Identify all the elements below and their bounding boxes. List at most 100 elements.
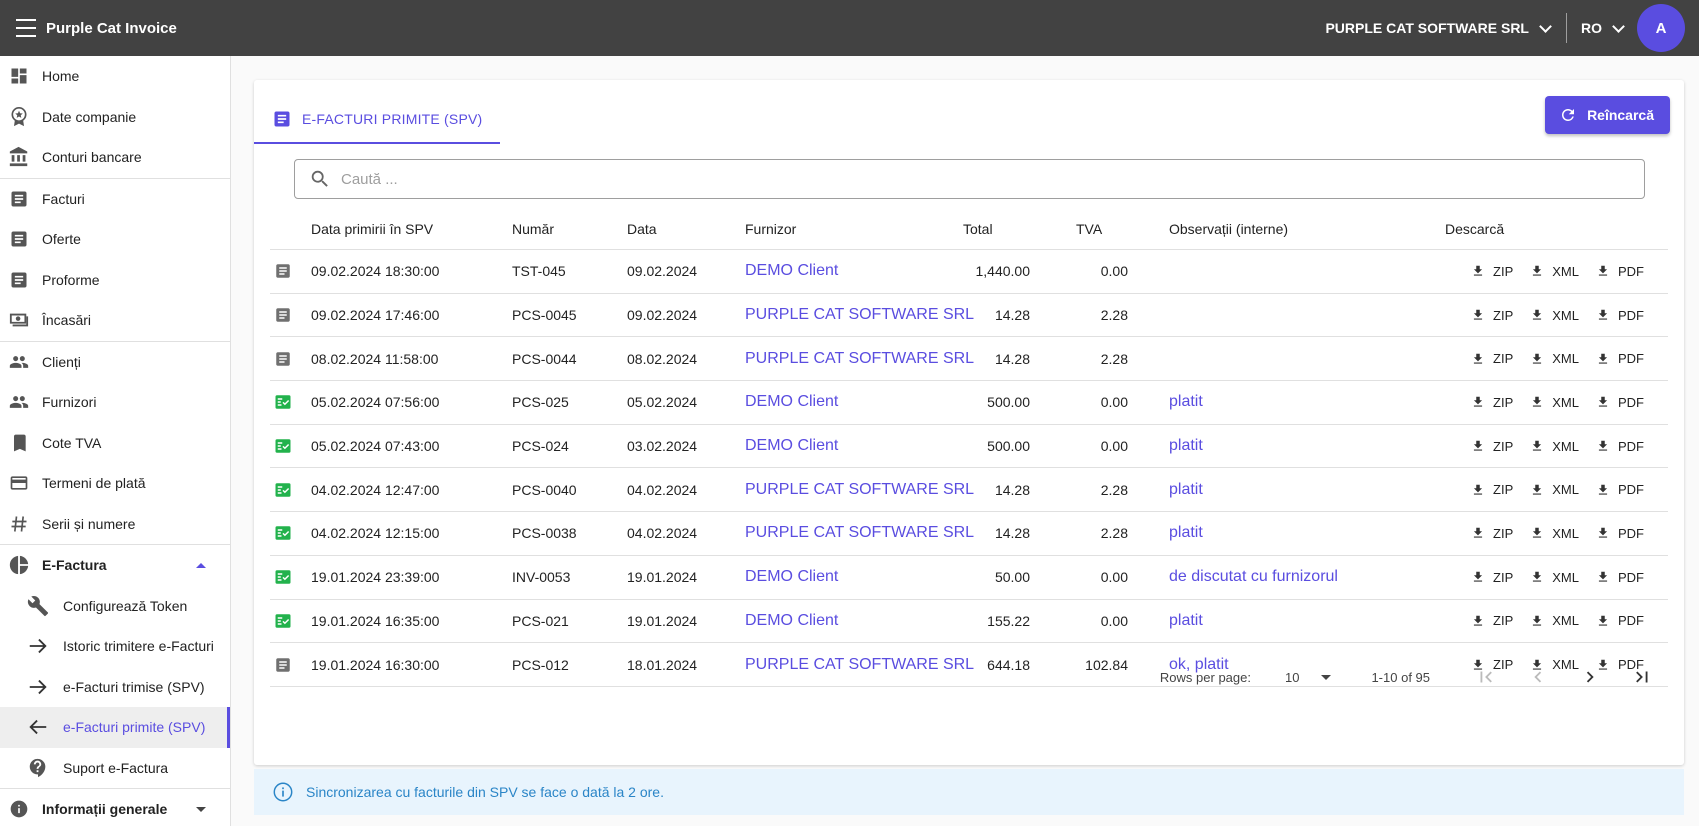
download-pdf-button[interactable]: PDF xyxy=(1596,570,1644,585)
download-pdf-button[interactable]: PDF xyxy=(1596,657,1644,672)
rows-per-page-select[interactable]: 10 xyxy=(1285,670,1332,685)
sidebar-item-configureaza-token[interactable]: Configurează Token xyxy=(0,586,230,627)
download-xml-button[interactable]: XML xyxy=(1530,570,1579,585)
sidebar-item-cote-tva[interactable]: Cote TVA xyxy=(0,423,230,464)
download-xml-button[interactable]: XML xyxy=(1530,439,1579,454)
download-pdf-button[interactable]: PDF xyxy=(1596,351,1644,366)
last-page-button[interactable] xyxy=(1616,657,1668,697)
table-row[interactable]: 09.02.2024 17:46:00 PCS-0045 09.02.2024 PUR… xyxy=(270,294,1668,338)
table-row[interactable]: 19.01.2024 23:39:00 INV-0053 19.01.2024 DEM… xyxy=(270,556,1668,600)
divider xyxy=(1566,13,1567,43)
company-selector[interactable]: PURPLE CAT SOFTWARE SRL xyxy=(1325,19,1562,36)
received-date: 05.02.2024 07:56:00 xyxy=(311,394,440,411)
download-xml-button[interactable]: XML xyxy=(1530,526,1579,541)
sidebar-item-termeni-de-plata[interactable]: Termeni de plată xyxy=(0,463,230,504)
notes-link[interactable]: platit xyxy=(1169,480,1203,498)
supplier-link[interactable]: PURPLE CAT SOFTWARE SRL xyxy=(745,306,975,324)
download-pdf-button[interactable]: PDF xyxy=(1596,395,1644,410)
download-zip-button[interactable]: ZIP xyxy=(1471,395,1513,410)
sidebar-item-home[interactable]: Home xyxy=(0,56,230,97)
table-row[interactable]: 08.02.2024 11:58:00 PCS-0044 08.02.2024 PUR… xyxy=(270,337,1668,382)
supplier-link[interactable]: DEMO Client xyxy=(745,262,839,280)
menu-icon[interactable] xyxy=(16,19,42,37)
column-header[interactable]: Număr xyxy=(512,220,555,237)
sidebar-item-e-facturi-trimise[interactable]: e-Facturi trimise (SPV) xyxy=(0,667,230,708)
invoice-tva: 0.00 xyxy=(1100,438,1128,455)
supplier-link[interactable]: DEMO Client xyxy=(745,568,839,586)
supplier-link[interactable]: PURPLE CAT SOFTWARE SRL xyxy=(745,524,975,542)
reload-button[interactable]: Reîncarcă xyxy=(1545,96,1670,134)
supplier-link[interactable]: PURPLE CAT SOFTWARE SRL xyxy=(745,349,975,367)
download-pdf-button[interactable]: PDF xyxy=(1596,526,1644,541)
sidebar-item-informatii-generale[interactable]: Informații generale xyxy=(0,789,230,826)
sidebar-item-oferte[interactable]: Oferte xyxy=(0,219,230,260)
download-pdf-button[interactable]: PDF xyxy=(1596,439,1644,454)
sidebar-item-serii-si-numere[interactable]: Serii și numere xyxy=(0,504,230,545)
download-xml-button[interactable]: XML xyxy=(1530,308,1579,323)
table-row[interactable]: 09.02.2024 18:30:00 TST-045 09.02.2024 DEMO… xyxy=(270,250,1668,294)
supplier-link[interactable]: DEMO Client xyxy=(745,437,839,455)
column-header[interactable]: Data xyxy=(627,220,657,237)
download-xml-button[interactable]: XML xyxy=(1530,395,1579,410)
sidebar-item-e-factura[interactable]: E-Factura xyxy=(0,545,230,586)
download-zip-button[interactable]: ZIP xyxy=(1471,439,1513,454)
notes-link[interactable]: platit xyxy=(1169,437,1203,455)
notes-link[interactable]: platit xyxy=(1169,611,1203,629)
sidebar-item-facturi[interactable]: Facturi xyxy=(0,179,230,220)
search-input[interactable] xyxy=(341,170,1541,188)
sidebar-item-proforme[interactable]: Proforme xyxy=(0,260,230,301)
supplier-link[interactable]: DEMO Client xyxy=(745,393,839,411)
language-selector[interactable]: RO xyxy=(1581,19,1625,36)
column-header[interactable]: Observații (interne) xyxy=(1169,220,1289,237)
download-pdf-button[interactable]: PDF xyxy=(1596,613,1644,628)
download-icon xyxy=(1471,308,1493,322)
sidebar-item-clienti[interactable]: Clienți xyxy=(0,342,230,383)
download-pdf-button[interactable]: PDF xyxy=(1596,308,1644,323)
column-header[interactable]: Furnizor xyxy=(745,220,797,237)
download-zip-button[interactable]: ZIP xyxy=(1471,308,1513,323)
sidebar-item-e-facturi-primite[interactable]: e-Facturi primite (SPV) xyxy=(0,707,230,748)
sidebar-item-date-companie[interactable]: Date companie xyxy=(0,97,230,138)
download-zip-button[interactable]: ZIP xyxy=(1471,264,1513,279)
download-zip-button[interactable]: ZIP xyxy=(1471,657,1513,672)
supplier-link[interactable]: PURPLE CAT SOFTWARE SRL xyxy=(745,655,975,673)
sidebar-item-furnizori[interactable]: Furnizori xyxy=(0,382,230,423)
sidebar-item-incasari[interactable]: Încasări xyxy=(0,300,230,341)
avatar[interactable]: A xyxy=(1637,4,1685,52)
next-page-button[interactable] xyxy=(1564,657,1616,697)
table-row[interactable]: 04.02.2024 12:15:00 PCS-0038 04.02.2024 PUR… xyxy=(270,512,1668,556)
first-page-button[interactable] xyxy=(1460,657,1512,697)
download-xml-button[interactable]: XML xyxy=(1530,657,1579,672)
column-header[interactable]: Total xyxy=(963,220,993,237)
supplier-link[interactable]: DEMO Client xyxy=(745,611,839,629)
download-zip-button[interactable]: ZIP xyxy=(1471,570,1513,585)
table-row[interactable]: 19.01.2024 16:35:00 PCS-021 19.01.2024 DEMO… xyxy=(270,600,1668,644)
column-header[interactable]: Data primirii în SPV xyxy=(311,220,434,237)
search-field[interactable] xyxy=(294,159,1645,199)
table-row[interactable]: 05.02.2024 07:56:00 PCS-025 05.02.2024 DEMO… xyxy=(270,381,1668,425)
download-zip-button[interactable]: ZIP xyxy=(1471,482,1513,497)
download-zip-button[interactable]: ZIP xyxy=(1471,613,1513,628)
download-xml-button[interactable]: XML xyxy=(1530,351,1579,366)
table-row[interactable]: 05.02.2024 07:43:00 PCS-024 03.02.2024 DEMO… xyxy=(270,425,1668,469)
supplier-link[interactable]: PURPLE CAT SOFTWARE SRL xyxy=(745,480,975,498)
sidebar-item-istoric-trimitere[interactable]: Istoric trimitere e-Facturi xyxy=(0,626,230,667)
notes-link[interactable]: ok, platit xyxy=(1169,655,1229,673)
download-pdf-button[interactable]: PDF xyxy=(1596,264,1644,279)
sidebar-item-suport-e-factura[interactable]: Suport e-Factura xyxy=(0,748,230,789)
download-xml-button[interactable]: XML xyxy=(1530,482,1579,497)
table-row[interactable]: 19.01.2024 16:30:00 PCS-012 18.01.2024 PURP… xyxy=(270,643,1668,687)
table-row[interactable]: 04.02.2024 12:47:00 PCS-0040 04.02.2024 PUR… xyxy=(270,468,1668,513)
tab-e-facturi-primite[interactable]: E-FACTURI PRIMITE (SPV) xyxy=(254,96,501,144)
column-header[interactable]: TVA xyxy=(1076,220,1103,237)
sidebar-item-conturi-bancare[interactable]: Conturi bancare xyxy=(0,137,230,178)
notes-link[interactable]: de discutat cu furnizorul xyxy=(1169,568,1338,586)
notes-link[interactable]: platit xyxy=(1169,524,1203,542)
download-zip-button[interactable]: ZIP xyxy=(1471,351,1513,366)
download-xml-button[interactable]: XML xyxy=(1530,613,1579,628)
download-pdf-button[interactable]: PDF xyxy=(1596,482,1644,497)
download-xml-button[interactable]: XML xyxy=(1530,264,1579,279)
notes-link[interactable]: platit xyxy=(1169,393,1203,411)
previous-page-button[interactable] xyxy=(1512,657,1564,697)
download-zip-button[interactable]: ZIP xyxy=(1471,526,1513,541)
